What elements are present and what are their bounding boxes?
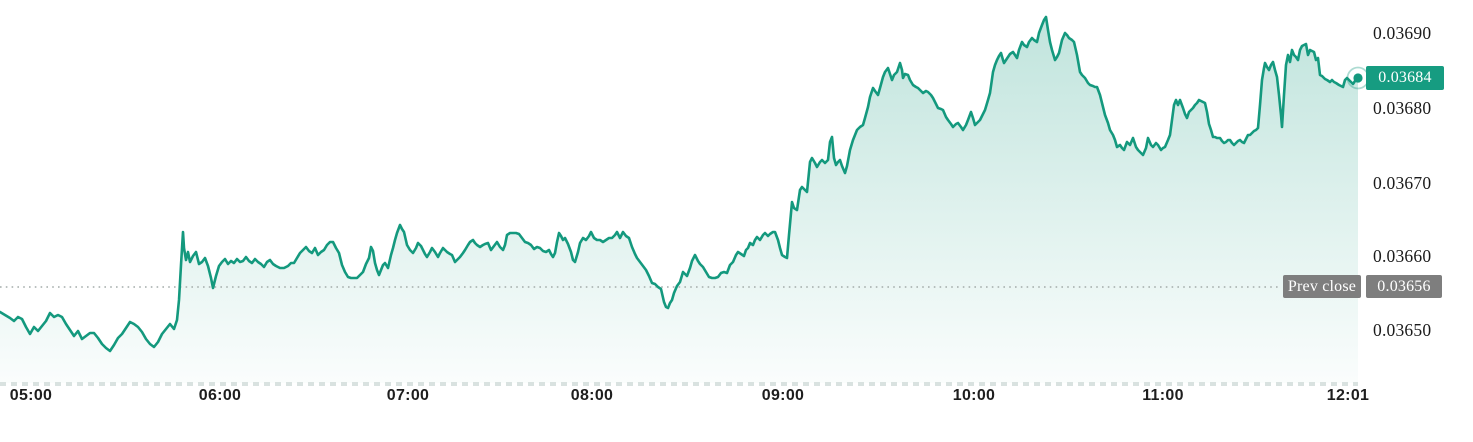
x-axis-label: 10:00 — [952, 387, 996, 404]
y-axis-label: 0.03690 — [1373, 23, 1432, 43]
x-axis-label: 05:00 — [9, 387, 53, 404]
x-axis-label: 06:00 — [198, 387, 242, 404]
x-axis-label: 07:00 — [386, 387, 430, 404]
area-fill — [0, 17, 1358, 383]
x-axis-label: 11:00 — [1142, 387, 1184, 404]
last-price-badge: 0.03684 — [1366, 66, 1444, 90]
x-axis-label: 09:00 — [761, 387, 805, 404]
current-price-dot — [1353, 73, 1363, 83]
prev-close-value-badge: 0.03656 — [1366, 275, 1442, 298]
y-axis-label: 0.03650 — [1373, 320, 1432, 340]
x-axis-label: 08:00 — [570, 387, 614, 404]
y-axis-label: 0.03660 — [1373, 246, 1432, 266]
prev-close-label-badge: Prev close — [1283, 275, 1361, 298]
x-axis-label: 12:01 — [1326, 387, 1370, 404]
y-axis-label: 0.03680 — [1373, 98, 1432, 118]
y-axis-label: 0.03670 — [1373, 173, 1432, 193]
price-line — [0, 15, 1360, 353]
